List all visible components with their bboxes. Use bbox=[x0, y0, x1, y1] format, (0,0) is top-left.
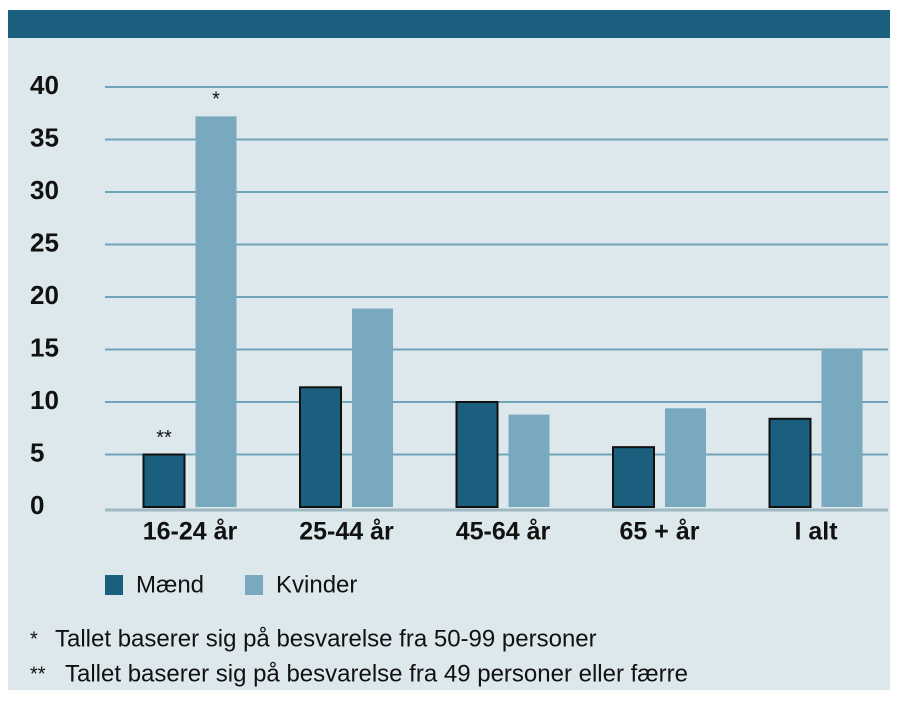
bar bbox=[612, 446, 655, 508]
bar bbox=[768, 417, 812, 508]
x-tick-label: 16-24 år bbox=[143, 518, 238, 546]
y-tick-label: 25 bbox=[30, 227, 59, 257]
legend-label: Mænd bbox=[136, 571, 204, 598]
annotation: * bbox=[212, 89, 220, 111]
y-tick-label: 5 bbox=[30, 437, 44, 467]
y-tick-label: 30 bbox=[30, 175, 59, 205]
annotation: ** bbox=[156, 427, 172, 449]
y-tick-label: 15 bbox=[30, 332, 59, 362]
y-tick-label: 0 bbox=[30, 490, 44, 520]
bar bbox=[195, 116, 237, 508]
footnote-mark: ** bbox=[30, 663, 46, 685]
bar bbox=[508, 414, 550, 507]
x-tick-label: I alt bbox=[794, 518, 838, 546]
bar bbox=[299, 386, 342, 508]
y-tick-label: 10 bbox=[30, 385, 59, 415]
bar bbox=[665, 408, 706, 507]
y-tick-label: 40 bbox=[30, 70, 59, 100]
x-tick-label: 65 + år bbox=[620, 518, 700, 546]
x-tick-label: 25-44 år bbox=[299, 518, 394, 546]
bar bbox=[821, 349, 863, 507]
y-tick-label: 35 bbox=[30, 122, 59, 152]
bar bbox=[142, 453, 186, 508]
legend-swatch bbox=[245, 575, 263, 595]
y-tick-label: 20 bbox=[30, 280, 59, 310]
footnote: Tallet baserer sig på besvarelse fra 49 … bbox=[65, 660, 688, 687]
bar bbox=[352, 308, 393, 507]
bar bbox=[455, 401, 499, 508]
legend-label: Kvinder bbox=[276, 571, 357, 598]
header-bar bbox=[8, 10, 890, 38]
legend-swatch bbox=[105, 575, 123, 595]
x-tick-label: 45-64 år bbox=[456, 518, 551, 546]
footnote-mark: * bbox=[30, 628, 38, 650]
footnote: Tallet baserer sig på besvarelse fra 50-… bbox=[55, 625, 597, 652]
